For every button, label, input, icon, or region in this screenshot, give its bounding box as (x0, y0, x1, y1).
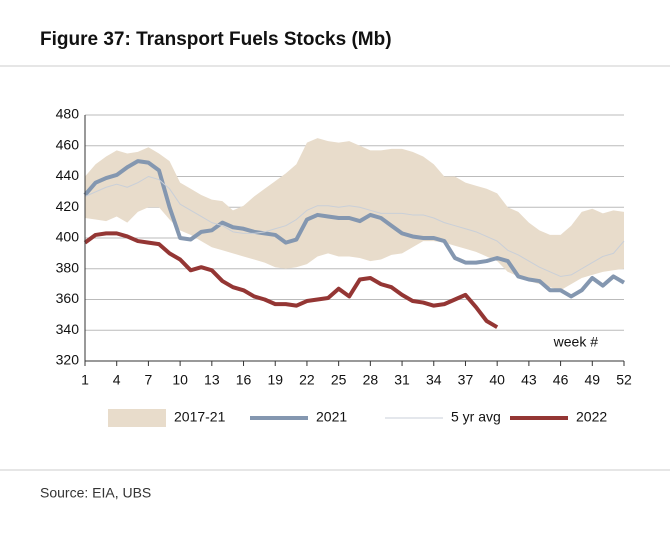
x-tick-label: 28 (363, 372, 379, 388)
y-tick-label: 440 (56, 167, 80, 183)
y-tick-label: 420 (56, 198, 80, 214)
x-tick-label: 46 (553, 372, 569, 388)
annotation: week # (553, 334, 599, 350)
line (83, 159, 626, 299)
y-tick-label: 320 (56, 352, 80, 368)
x-tick-label: 16 (236, 372, 252, 388)
x-tick-label: 13 (204, 372, 220, 388)
x-tick-label: 19 (267, 372, 283, 388)
legend-label: 2021 (316, 409, 347, 425)
line (83, 231, 499, 329)
y-tick-label: 480 (56, 106, 80, 122)
legend-swatch (108, 409, 166, 427)
x-tick-label: 4 (113, 372, 121, 388)
x-tick-label: 31 (394, 372, 410, 388)
y-tick-label: 340 (56, 321, 80, 337)
legend-label: 2017-21 (174, 409, 226, 425)
legend-label: 5 yr avg (451, 409, 501, 425)
range-band (85, 138, 624, 291)
line (84, 176, 625, 277)
x-tick-label: 52 (616, 372, 632, 388)
x-tick-label: 7 (145, 372, 153, 388)
x-tick-label: 43 (521, 372, 537, 388)
x-tick-label: 1 (81, 372, 89, 388)
y-tick-label: 380 (56, 259, 80, 275)
x-tick-label: 37 (458, 372, 474, 388)
x-tick-label: 40 (489, 372, 505, 388)
x-tick-label: 22 (299, 372, 315, 388)
y-tick-label: 460 (56, 136, 80, 152)
chart-title: Figure 37: Transport Fuels Stocks (Mb) (40, 29, 392, 50)
x-tick-label: 34 (426, 372, 442, 388)
legend-label: 2022 (576, 409, 607, 425)
x-tick-label: 10 (172, 372, 188, 388)
x-tick-label: 25 (331, 372, 347, 388)
y-tick-label: 400 (56, 229, 80, 245)
y-tick-label: 360 (56, 290, 80, 306)
source: Source: EIA, UBS (40, 485, 151, 501)
x-tick-label: 49 (585, 372, 601, 388)
